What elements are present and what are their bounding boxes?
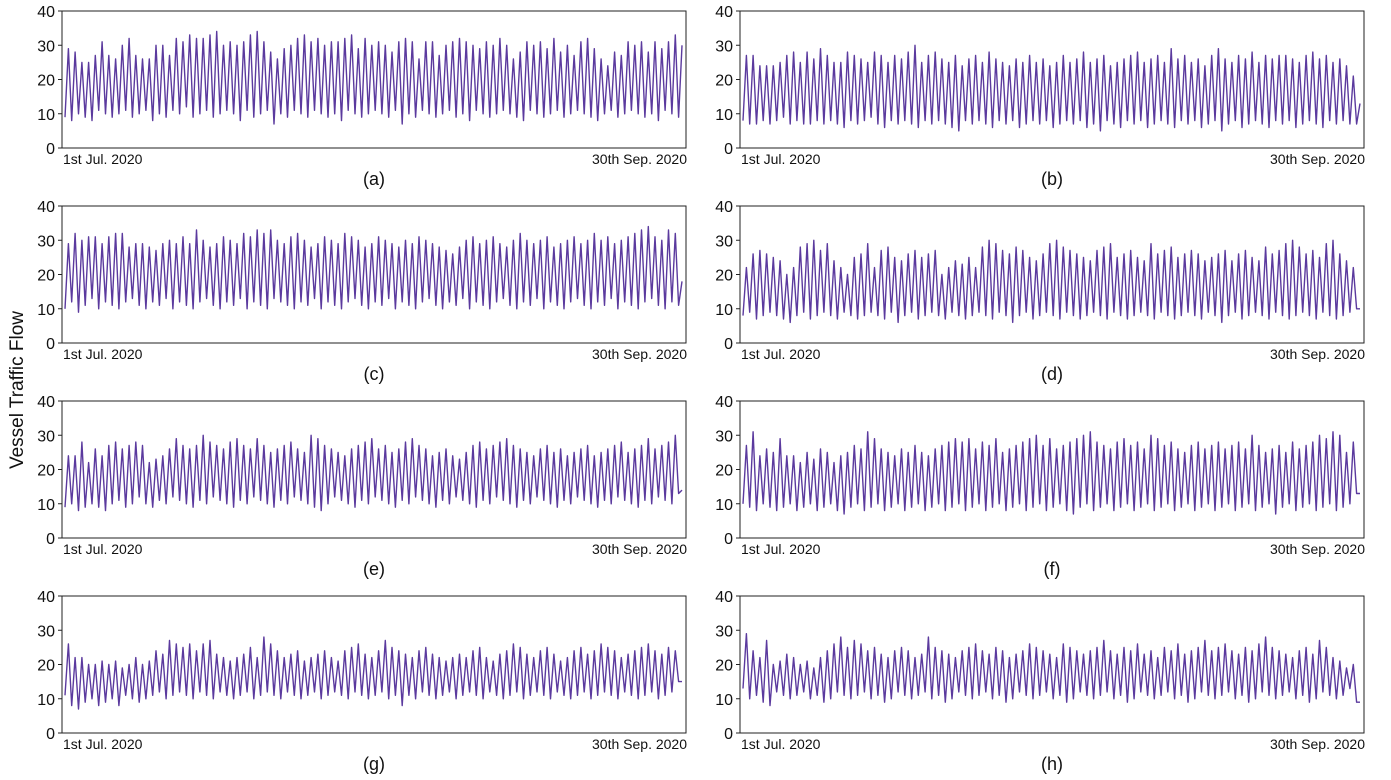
y-tick-label-h-0: 0 xyxy=(724,726,733,743)
y-tick-label-b-40: 40 xyxy=(715,4,733,21)
x-start-label-e: 1st Jul. 2020 xyxy=(63,541,143,557)
y-tick-label-b-20: 20 xyxy=(715,73,733,90)
y-tick-label-f-10: 10 xyxy=(715,497,733,514)
panel-label-c: (c) xyxy=(364,364,385,384)
series-line-b xyxy=(742,44,1361,132)
series-line-e xyxy=(64,434,683,512)
x-start-label-h: 1st Jul. 2020 xyxy=(741,736,821,752)
y-tick-label-h-30: 30 xyxy=(715,623,733,640)
y-tick-label-a-40: 40 xyxy=(37,4,55,21)
series-line-c xyxy=(64,225,683,313)
x-end-label-a: 30th Sep. 2020 xyxy=(592,151,687,167)
y-tick-label-e-10: 10 xyxy=(37,497,55,514)
y-tick-label-f-20: 20 xyxy=(715,463,733,480)
y-tick-label-e-0: 0 xyxy=(46,531,55,548)
series-line-h xyxy=(742,633,1360,707)
series-line-d xyxy=(742,239,1360,324)
panel-label-f: (f) xyxy=(1044,559,1061,579)
y-tick-label-g-0: 0 xyxy=(46,726,55,743)
y-tick-label-b-10: 10 xyxy=(715,107,733,124)
y-tick-label-g-20: 20 xyxy=(37,658,55,675)
y-tick-label-g-30: 30 xyxy=(37,623,55,640)
x-end-label-c: 30th Sep. 2020 xyxy=(592,346,687,362)
x-start-label-g: 1st Jul. 2020 xyxy=(63,736,143,752)
y-tick-label-d-10: 10 xyxy=(715,302,733,319)
panel-label-e: (e) xyxy=(363,559,385,579)
panel-label-h: (h) xyxy=(1041,754,1063,774)
y-tick-label-e-20: 20 xyxy=(37,463,55,480)
x-start-label-c: 1st Jul. 2020 xyxy=(63,346,143,362)
y-tick-label-b-30: 30 xyxy=(715,38,733,55)
y-axis-label: Vessel Traffic Flow xyxy=(7,310,28,470)
y-tick-label-c-40: 40 xyxy=(37,199,55,216)
x-end-label-d: 30th Sep. 2020 xyxy=(1270,346,1365,362)
y-tick-label-a-30: 30 xyxy=(37,38,55,55)
x-end-label-e: 30th Sep. 2020 xyxy=(592,541,687,557)
y-tick-label-a-0: 0 xyxy=(46,141,55,158)
y-tick-label-c-0: 0 xyxy=(46,336,55,353)
panel-label-g: (g) xyxy=(363,754,385,774)
y-tick-label-e-30: 30 xyxy=(37,428,55,445)
series-line-g xyxy=(64,636,682,710)
y-tick-label-d-30: 30 xyxy=(715,233,733,250)
y-tick-label-g-40: 40 xyxy=(37,589,55,606)
y-tick-label-h-20: 20 xyxy=(715,658,733,675)
y-tick-label-c-10: 10 xyxy=(37,302,55,319)
y-tick-label-f-0: 0 xyxy=(724,531,733,548)
x-start-label-d: 1st Jul. 2020 xyxy=(741,346,821,362)
x-end-label-g: 30th Sep. 2020 xyxy=(592,736,687,752)
x-start-label-a: 1st Jul. 2020 xyxy=(63,151,143,167)
x-end-label-f: 30th Sep. 2020 xyxy=(1270,541,1365,557)
panel-label-a: (a) xyxy=(363,169,385,189)
x-start-label-b: 1st Jul. 2020 xyxy=(741,151,821,167)
panel-label-b: (b) xyxy=(1041,169,1063,189)
y-tick-label-c-20: 20 xyxy=(37,268,55,285)
y-tick-label-d-20: 20 xyxy=(715,268,733,285)
y-tick-label-a-10: 10 xyxy=(37,107,55,124)
series-line-f xyxy=(742,431,1360,515)
panel-label-d: (d) xyxy=(1041,364,1063,384)
y-tick-label-b-0: 0 xyxy=(724,141,733,158)
y-tick-label-c-30: 30 xyxy=(37,233,55,250)
y-tick-label-f-40: 40 xyxy=(715,394,733,411)
panel-frame-h xyxy=(739,595,1365,734)
y-tick-label-d-0: 0 xyxy=(724,336,733,353)
y-tick-label-f-30: 30 xyxy=(715,428,733,445)
y-tick-label-d-40: 40 xyxy=(715,199,733,216)
y-tick-label-e-40: 40 xyxy=(37,394,55,411)
y-tick-label-g-10: 10 xyxy=(37,692,55,709)
y-tick-label-h-10: 10 xyxy=(715,692,733,709)
y-tick-label-h-40: 40 xyxy=(715,589,733,606)
y-tick-label-a-20: 20 xyxy=(37,73,55,90)
x-end-label-h: 30th Sep. 2020 xyxy=(1270,736,1365,752)
series-line-a xyxy=(64,30,683,125)
x-end-label-b: 30th Sep. 2020 xyxy=(1270,151,1365,167)
x-start-label-f: 1st Jul. 2020 xyxy=(741,541,821,557)
